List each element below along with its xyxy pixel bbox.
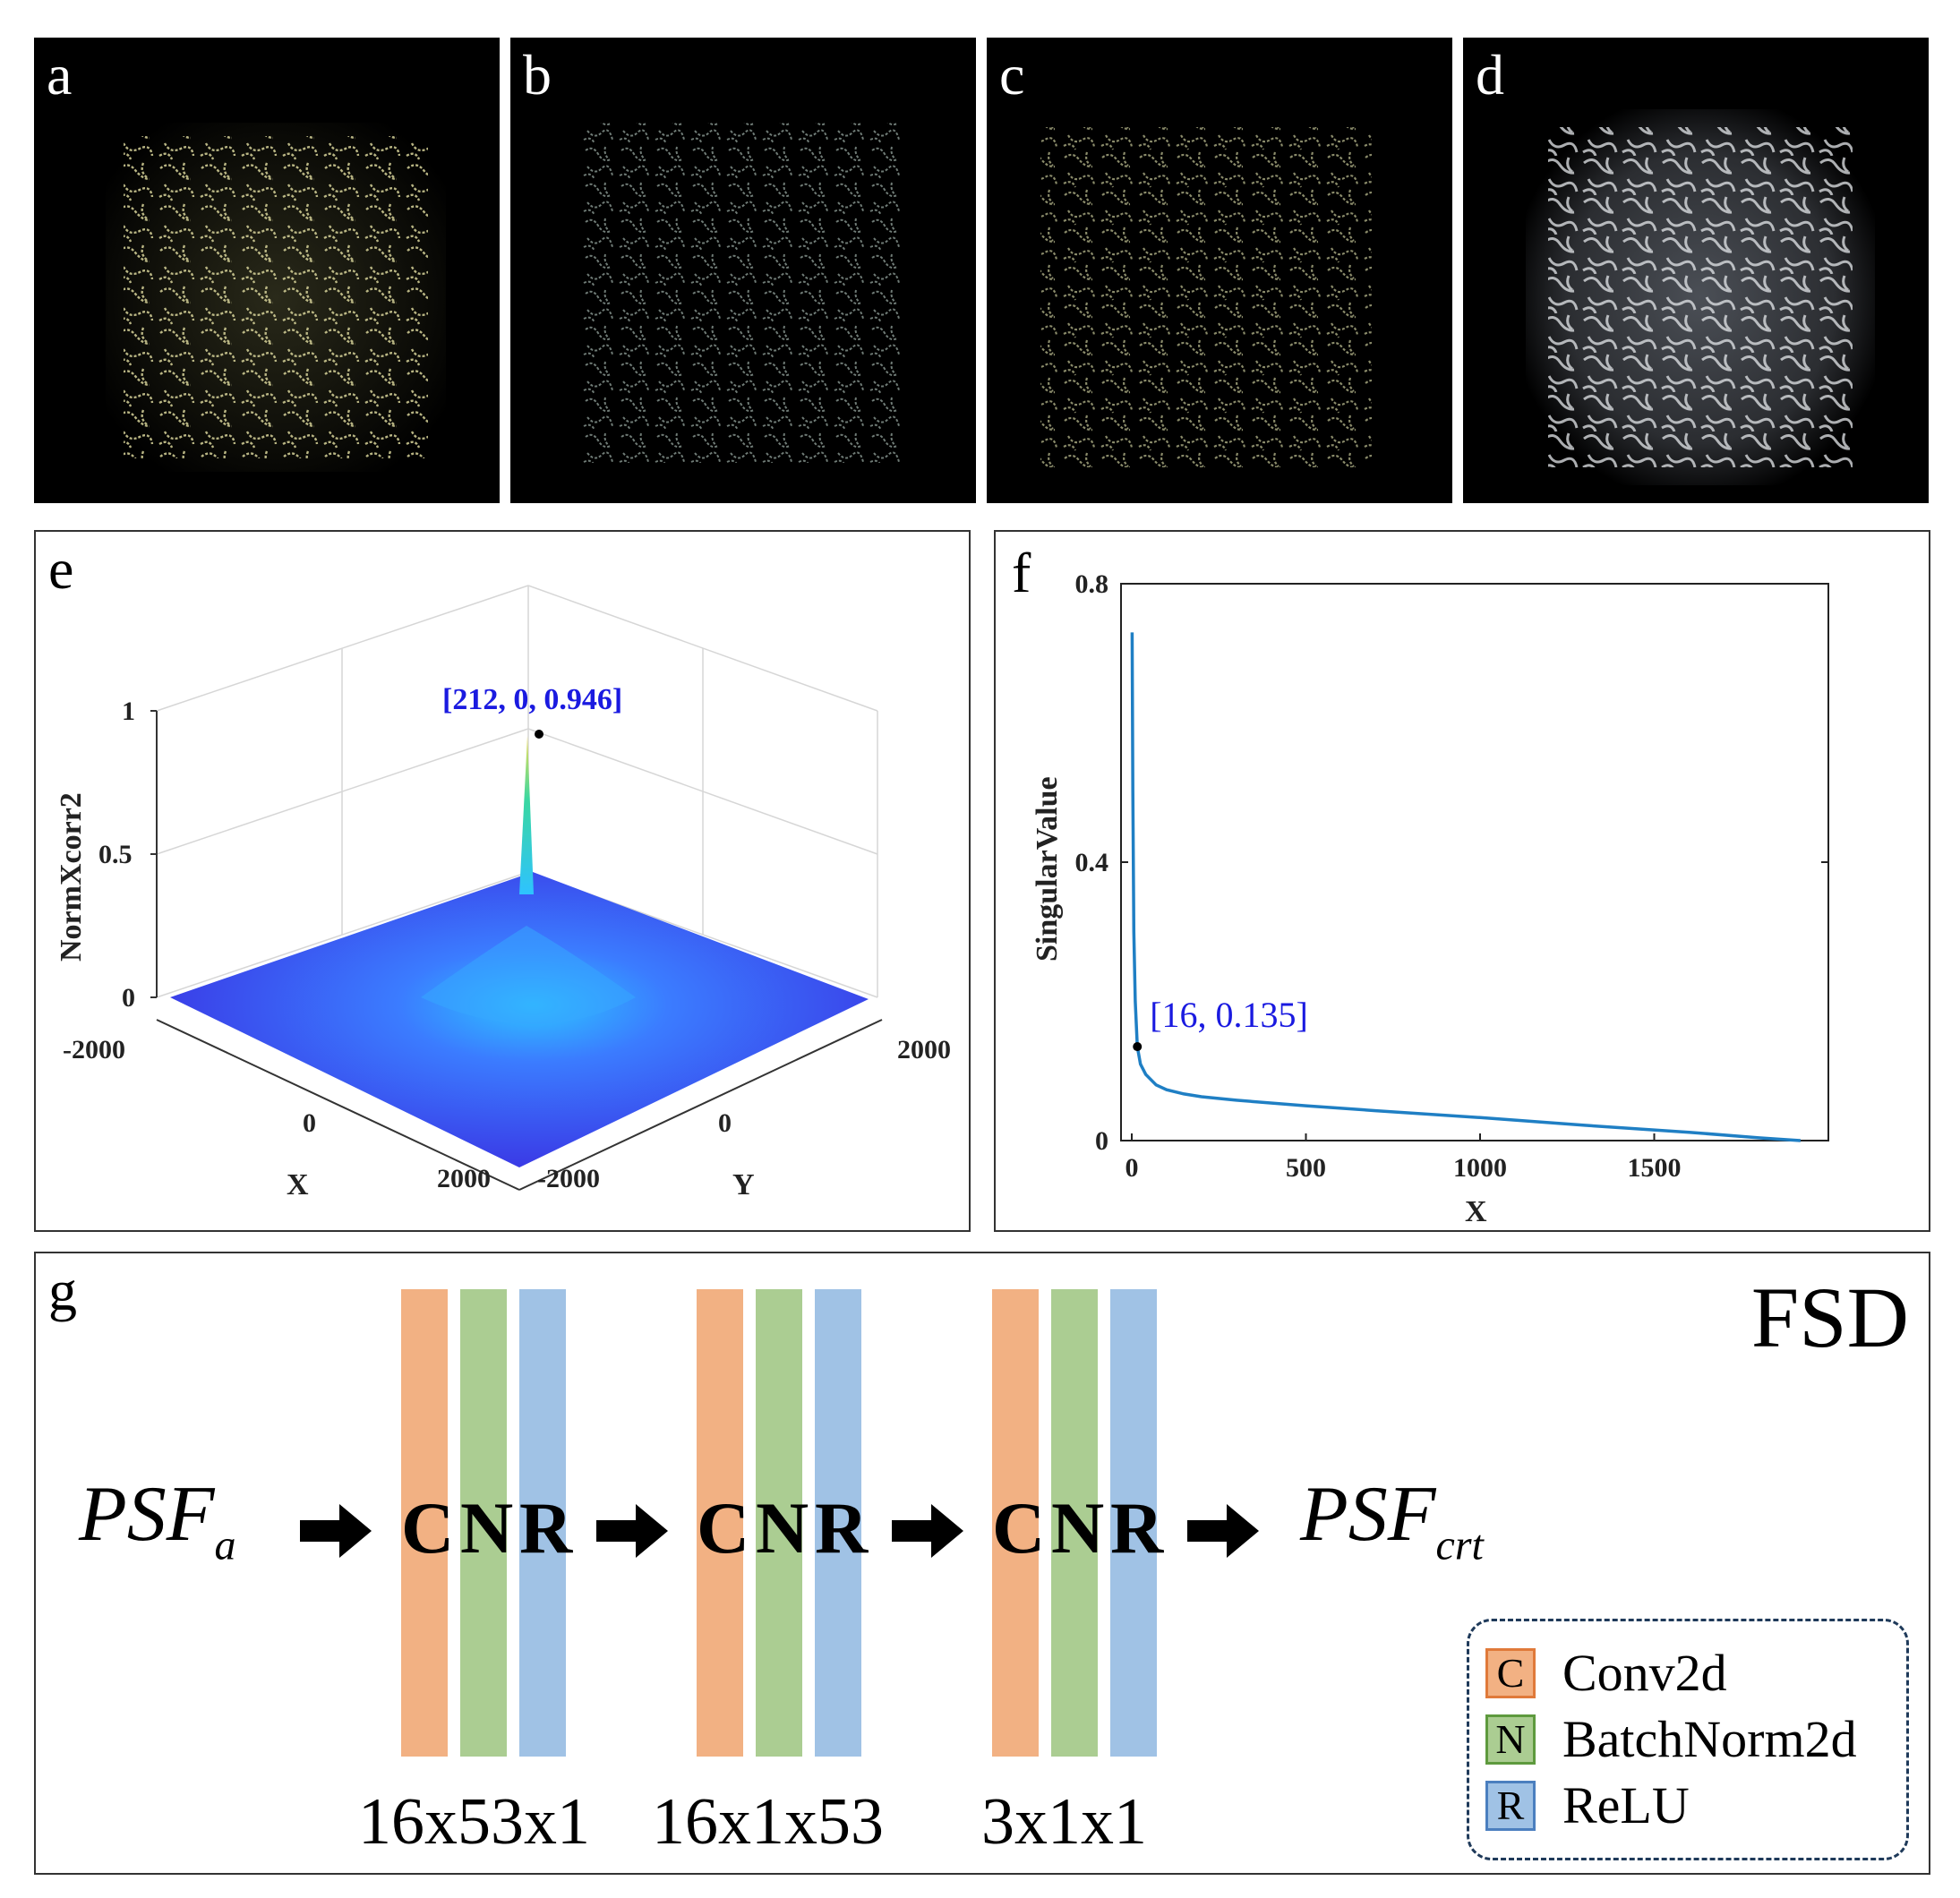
fsd-title: FSD [1750, 1270, 1909, 1365]
block-3-c: C [992, 1487, 1046, 1569]
line-chart-f: 0 500 1000 1500 0 0.4 0.8 [16, 0.135] Singular… [1031, 569, 1829, 1228]
panel-label-e: e [48, 537, 74, 601]
block-3-conv-bar [992, 1289, 1039, 1757]
y-tick-label: 0.8 [1075, 569, 1109, 599]
panel-label-c: c [999, 43, 1025, 107]
legend-label-norm: BatchNorm2d [1562, 1710, 1857, 1768]
peak-marker [535, 730, 543, 739]
block-2-relu-bar [815, 1289, 861, 1757]
panel-label-f: f [1012, 541, 1031, 604]
arrow-1 [300, 1504, 372, 1558]
marker-point [1133, 1042, 1143, 1052]
z-tick-1: 1 [122, 697, 135, 726]
x-tick-label: 1500 [1628, 1153, 1682, 1183]
x-tick-neg: -2000 [63, 1035, 125, 1064]
y-tick-label: 0 [1095, 1126, 1108, 1156]
y-tick-pos: 2000 [897, 1035, 951, 1064]
peak-label: [212, 0, 0.946] [442, 683, 622, 716]
speckle-image-a [34, 38, 500, 503]
legend-item-conv: C Conv2d [1485, 1643, 1727, 1703]
legend-label-relu: ReLU [1562, 1776, 1690, 1834]
block-2-c: C [697, 1487, 750, 1569]
speckle-image-b [510, 38, 976, 503]
panel-label-b: b [523, 43, 552, 107]
arrow-4 [1187, 1504, 1259, 1558]
y-tick-label: 0.4 [1075, 848, 1109, 877]
panel-label-a: a [47, 43, 73, 107]
singular-value-line [1130, 632, 1802, 1142]
block-1-norm-bar [460, 1289, 507, 1757]
chart-panel-f: 0 500 1000 1500 0 0.4 0.8 [16, 0.135] Singular… [994, 530, 1930, 1232]
x-tick-0: 0 [303, 1108, 316, 1138]
legend-label-conv: Conv2d [1562, 1644, 1727, 1702]
y-tick-neg: -2000 [537, 1164, 600, 1193]
output-psf-sub: crt [1435, 1521, 1484, 1569]
block-1-conv-bar [401, 1289, 448, 1757]
x-tick-label: 500 [1286, 1153, 1326, 1183]
block-1-c: C [401, 1487, 455, 1569]
block-2-conv-bar [697, 1289, 743, 1757]
block-2-norm-bar [756, 1289, 802, 1757]
image-panel-a: a [34, 38, 500, 503]
input-psf-sub: a [214, 1521, 236, 1569]
image-panel-d: d [1463, 38, 1929, 503]
block-3-norm-bar [1051, 1289, 1098, 1757]
block-2-dims: 16x1x53 [652, 1785, 884, 1859]
x-tick-pos: 2000 [437, 1164, 491, 1193]
image-panel-b: b [510, 38, 976, 503]
peak-spike [519, 736, 534, 894]
block-1-dims: 16x53x1 [358, 1785, 590, 1859]
legend-swatch-norm: N [1485, 1714, 1536, 1765]
legend-item-relu: R ReLU [1485, 1775, 1690, 1835]
input-psf: PSFa [79, 1475, 236, 1568]
input-psf-main: PSF [79, 1471, 215, 1558]
marker-label: [16, 0.135] [1150, 995, 1308, 1035]
x-tick-label: 1000 [1453, 1153, 1507, 1183]
panel-label-d: d [1476, 43, 1504, 107]
z-tick-0: 0 [122, 983, 135, 1013]
y-axis-label: Y [732, 1168, 755, 1201]
block-1-n: N [460, 1487, 514, 1569]
block-2-r: R [815, 1487, 869, 1569]
plot-area [1120, 583, 1829, 1141]
panel-label-g: g [48, 1259, 77, 1322]
x-axis-label: X [287, 1168, 309, 1201]
speckle-image-d [1463, 38, 1929, 503]
legend: C Conv2d N BatchNorm2d R ReLU [1467, 1619, 1909, 1860]
z-tick-0-5: 0.5 [98, 840, 133, 869]
arrow-2 [596, 1504, 668, 1558]
diagram-panel-g: g FSD PSFa C N R 16x53x1 C N R 16x1x53 C… [34, 1252, 1930, 1875]
block-3-dims: 3x1x1 [981, 1785, 1147, 1859]
block-3-r: R [1110, 1487, 1164, 1569]
legend-swatch-conv: C [1485, 1647, 1536, 1698]
z-axis-label: NormXcorr2 [55, 792, 88, 962]
legend-item-norm: N BatchNorm2d [1485, 1709, 1857, 1769]
output-psf-main: PSF [1300, 1471, 1436, 1558]
block-1-relu-bar [519, 1289, 566, 1757]
y-tick-0: 0 [718, 1108, 732, 1138]
block-2-n: N [756, 1487, 809, 1569]
chart-panel-e: [212, 0, 0.946] 1 0.5 0 NormXcorr2 -2000… [34, 530, 971, 1232]
block-1-r: R [519, 1487, 573, 1569]
x-axis-label: X [1465, 1195, 1487, 1228]
speckle-image-c [987, 38, 1452, 503]
legend-swatch-relu: R [1485, 1780, 1536, 1831]
output-psf: PSFcrt [1300, 1475, 1484, 1568]
block-3-relu-bar [1110, 1289, 1157, 1757]
arrow-3 [892, 1504, 963, 1558]
surface-chart-e: [212, 0, 0.946] 1 0.5 0 NormXcorr2 -2000… [55, 585, 951, 1201]
block-3-n: N [1051, 1487, 1105, 1569]
x-tick-label: 0 [1126, 1153, 1139, 1183]
image-panel-c: c [987, 38, 1452, 503]
y-axis-label: SingularValue [1031, 776, 1064, 962]
